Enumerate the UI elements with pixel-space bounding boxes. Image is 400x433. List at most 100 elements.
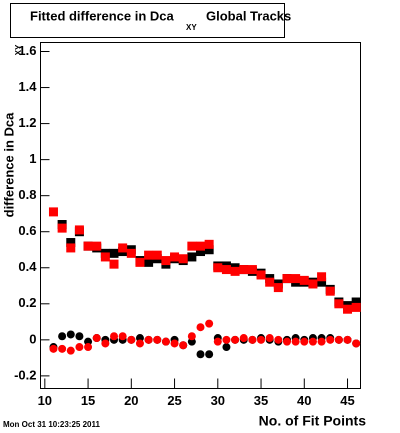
square-marker [230,266,240,276]
y-tick-label: 0.8 [18,187,36,202]
y-axis-label: difference in Dca [1,112,16,218]
circle-marker [343,335,352,344]
circle-marker [161,337,170,346]
circle-marker [334,335,343,344]
circle-marker [326,335,335,344]
circle-marker [75,332,84,341]
circle-marker [239,334,248,343]
chart-title: Fitted difference in Dca [30,8,175,23]
circle-marker [153,335,162,344]
circle-marker [118,332,127,341]
x-tick-label: 40 [297,393,311,408]
square-marker [57,223,67,233]
x-tick-label: 20 [124,393,138,408]
square-marker [196,247,205,257]
square-marker [291,274,301,284]
circle-marker [274,335,283,344]
circle-marker [265,334,274,343]
circle-marker [196,323,205,332]
circle-marker [222,343,231,352]
title-box [10,3,285,38]
y-axis-label-subscript: XY [14,44,23,55]
circle-marker [179,341,188,350]
circle-marker [58,332,67,341]
circle-marker [308,337,317,346]
circle-marker [291,337,300,346]
y-tick-label: 0.2 [18,295,36,310]
circle-marker [101,339,110,348]
y-tick-label: 1.2 [18,115,36,130]
square-marker [161,256,171,266]
y-tick-label: 0.6 [18,223,36,238]
circle-marker [257,335,266,344]
circle-marker [58,344,67,353]
circle-marker [110,332,119,341]
circle-marker [75,343,84,352]
square-marker [92,241,102,251]
circle-marker [317,337,326,346]
circle-marker [127,335,136,344]
circle-marker [205,319,214,328]
square-marker [308,279,318,289]
square-marker [239,265,249,275]
x-axis-label: No. of Fit Points [259,413,367,429]
square-marker [66,243,76,253]
square-marker [144,257,154,267]
square-marker [109,248,119,258]
circle-marker [352,339,361,348]
square-marker [256,270,266,280]
circle-marker [222,335,231,344]
circle-marker [196,350,205,359]
square-marker [317,272,327,282]
square-marker [144,250,154,260]
square-marker [170,252,180,262]
square-marker [152,250,162,260]
circle-marker [49,344,58,353]
circle-marker [205,350,214,359]
circle-marker [84,343,93,352]
circle-marker [92,334,101,343]
x-tick-label: 35 [254,393,268,408]
square-marker [265,277,275,287]
y-tick-label: 1 [29,151,36,166]
square-marker [109,259,119,269]
y-tick-label: 1.4 [18,79,37,94]
circle-marker [231,335,240,344]
y-tick-label: 0.4 [18,259,37,274]
square-marker [187,252,197,262]
square-marker [74,225,84,235]
square-marker [282,274,292,284]
square-marker [247,265,257,275]
square-marker [66,238,76,248]
circle-marker [66,346,75,355]
square-marker [83,241,93,251]
circle-marker [213,337,222,346]
square-marker [343,304,353,314]
square-marker [204,245,214,255]
circle-marker [135,339,144,348]
square-marker [196,241,205,251]
chart-title-subscript: XY [186,23,197,32]
square-marker [204,239,214,249]
circle-marker [248,335,257,344]
y-tick-label: -0.2 [14,367,36,382]
x-tick-label: 45 [340,393,354,408]
x-tick-label: 10 [38,393,52,408]
x-tick-label: 30 [211,393,225,408]
square-marker [221,265,231,275]
circle-marker [187,332,196,341]
square-marker [178,254,188,264]
circle-marker [300,337,309,346]
square-marker [299,275,309,285]
x-tick-label: 15 [81,393,95,408]
square-marker [351,302,361,312]
y-tick-label: 1.6 [18,43,36,58]
square-marker [135,257,145,267]
circle-marker [282,337,291,346]
square-marker [48,207,58,217]
circle-marker [170,339,179,348]
footer: Mon Oct 31 10:23:25 2011 [3,420,100,429]
x-tick-label: 25 [167,393,181,408]
